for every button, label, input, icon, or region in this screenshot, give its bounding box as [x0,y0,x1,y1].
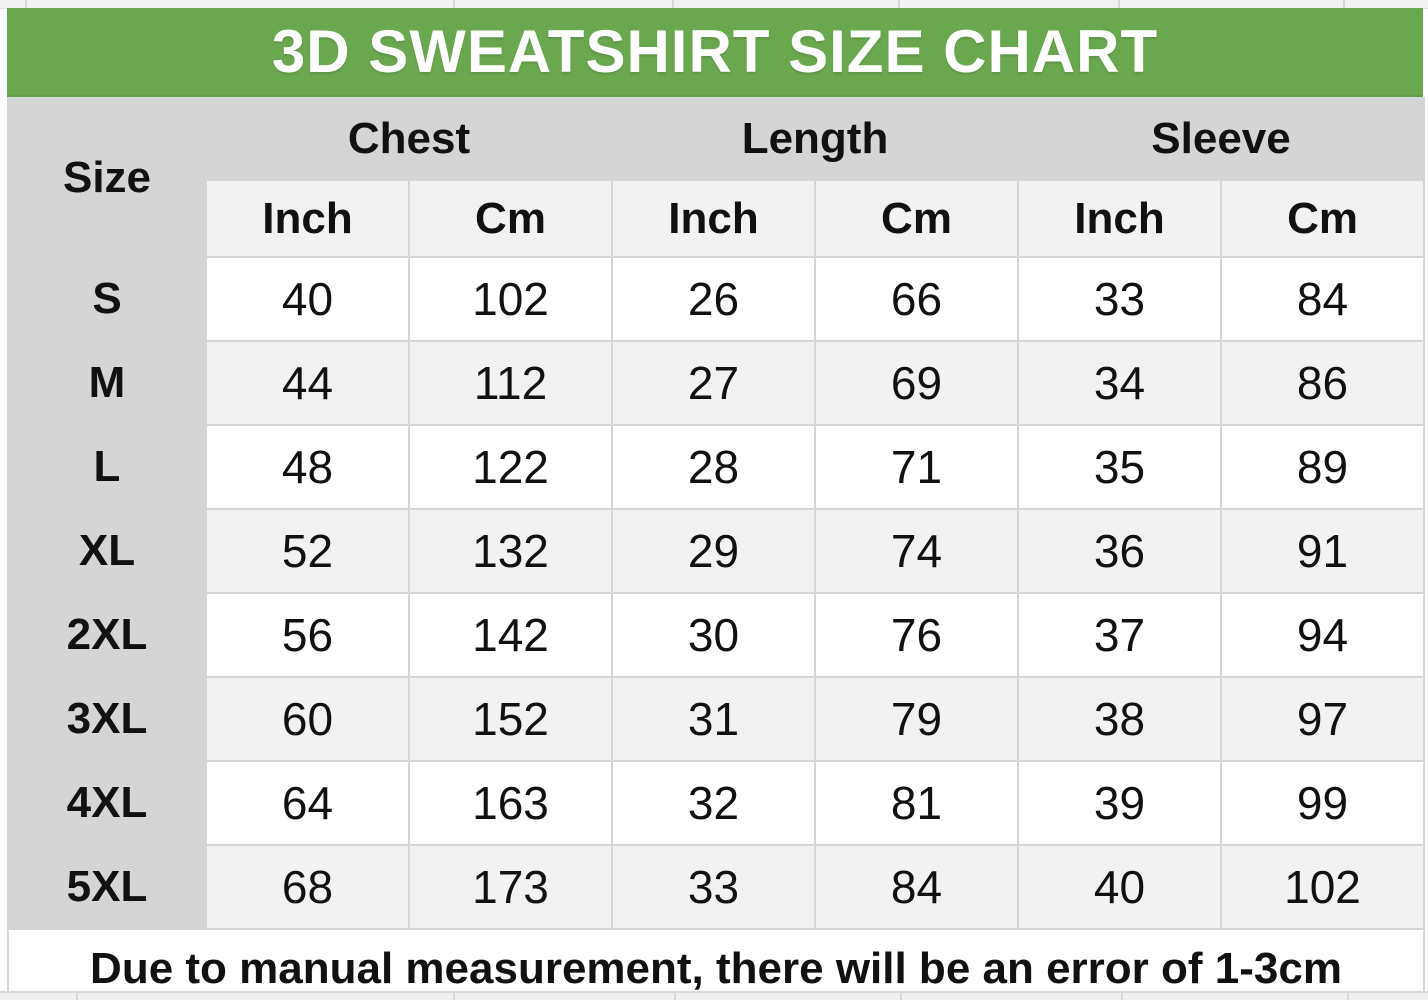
chart-title: 3D SWEATSHIRT SIZE CHART [271,18,1159,85]
title-bar: 3D SWEATSHIRT SIZE CHART [7,8,1423,97]
measurement-value: 33 [1017,256,1223,342]
measurement-value: 91 [1220,508,1426,594]
group-header-row: Size Chest Length Sleeve [7,97,1426,258]
unit-header-length-inch: Inch [611,179,816,258]
measurement-value: 142 [408,592,613,678]
size-label: S [7,256,207,342]
measurement-value: 122 [408,424,613,510]
size-label: XL [7,508,207,594]
measurement-value: 60 [205,676,410,762]
table-row: M 44 112 27 69 34 86 [7,340,1426,426]
gridline-tick [674,993,676,1000]
table-row: L 48 122 28 71 35 89 [7,424,1426,510]
measurement-value: 30 [611,592,816,678]
measurement-value: 68 [205,844,410,930]
size-chart-frame: 3D SWEATSHIRT SIZE CHART Size Chest Leng… [6,8,1426,1000]
size-label: 2XL [7,592,207,678]
gridline-tick [1118,0,1120,8]
unit-header-length-cm: Cm [813,179,1020,258]
measurement-value: 74 [813,508,1020,594]
measurement-value: 56 [205,592,410,678]
measurement-value: 32 [611,760,816,846]
note-row: Due to manual measurement, there will be… [6,928,1426,1000]
gridline-tick [25,0,27,8]
size-label: 4XL [7,760,207,846]
measurement-value: 71 [813,424,1020,510]
table-row: 2XL 56 142 30 76 37 94 [7,592,1426,678]
measurement-value: 152 [408,676,613,762]
unit-header-sleeve-inch: Inch [1017,179,1223,258]
measurement-value: 84 [1220,256,1426,342]
measurement-value: 81 [813,760,1020,846]
table-row: XL 52 132 29 74 36 91 [7,508,1426,594]
unit-header-sleeve-cm: Cm [1220,179,1426,258]
size-label: 5XL [7,844,207,930]
measurement-value: 163 [408,760,613,846]
measurement-value: 94 [1220,592,1426,678]
size-label: L [7,424,207,510]
gridline-tick [76,993,78,1000]
size-table-body: S 40 102 26 66 33 84 M 44 112 27 69 34 8… [7,256,1426,930]
measurement-value: 69 [813,340,1020,426]
measurement-value: 84 [813,844,1020,930]
table-row: S 40 102 26 66 33 84 [7,256,1426,342]
measurement-value: 44 [205,340,410,426]
measurement-disclaimer: Due to manual measurement, there will be… [6,928,1426,1000]
measurement-value: 37 [1017,592,1223,678]
measurement-value: 102 [408,256,613,342]
measurement-value: 27 [611,340,816,426]
measurement-value: 40 [205,256,410,342]
spreadsheet-row-strip-bottom [0,991,1428,1000]
measurement-value: 29 [611,508,816,594]
size-label: 3XL [7,676,207,762]
gridline-tick [672,0,674,8]
measurement-value: 66 [813,256,1020,342]
measurement-value: 132 [408,508,613,594]
measurement-value: 38 [1017,676,1223,762]
gridline-tick [1121,993,1123,1000]
measurement-value: 26 [611,256,816,342]
table-row: 4XL 64 163 32 81 39 99 [7,760,1426,846]
measurement-value: 173 [408,844,613,930]
measurement-value: 102 [1220,844,1426,930]
column-header-size: Size [7,97,207,258]
gridline-tick [1343,0,1345,8]
measurement-value: 40 [1017,844,1223,930]
column-header-chest: Chest [205,97,613,181]
measurement-value: 76 [813,592,1020,678]
measurement-value: 34 [1017,340,1223,426]
size-chart-table: Size Chest Length Sleeve Inch Cm Inch Cm… [6,97,1426,1000]
measurement-value: 48 [205,424,410,510]
column-header-sleeve: Sleeve [1017,97,1426,181]
unit-header-chest-cm: Cm [408,179,613,258]
measurement-value: 36 [1017,508,1223,594]
column-header-length: Length [610,97,1020,181]
gridline-tick [453,993,455,1000]
measurement-value: 97 [1220,676,1426,762]
measurement-value: 89 [1220,424,1426,510]
size-label: M [7,340,207,426]
measurement-value: 86 [1220,340,1426,426]
measurement-value: 79 [813,676,1020,762]
measurement-value: 35 [1017,424,1223,510]
table-row: 5XL 68 173 33 84 40 102 [7,844,1426,930]
measurement-value: 112 [408,340,613,426]
measurement-value: 99 [1220,760,1426,846]
gridline-tick [1347,993,1349,1000]
table-row: 3XL 60 152 31 79 38 97 [7,676,1426,762]
gridline-tick [453,0,455,8]
measurement-value: 33 [611,844,816,930]
gridline-tick [898,0,900,8]
measurement-value: 64 [205,760,410,846]
gridline-tick [900,993,902,1000]
measurement-value: 31 [611,676,816,762]
unit-header-chest-inch: Inch [205,179,410,258]
unit-header-row: Inch Cm Inch Cm Inch Cm [8,179,1426,258]
measurement-value: 39 [1017,760,1223,846]
measurement-value: 52 [205,508,410,594]
measurement-value: 28 [611,424,816,510]
